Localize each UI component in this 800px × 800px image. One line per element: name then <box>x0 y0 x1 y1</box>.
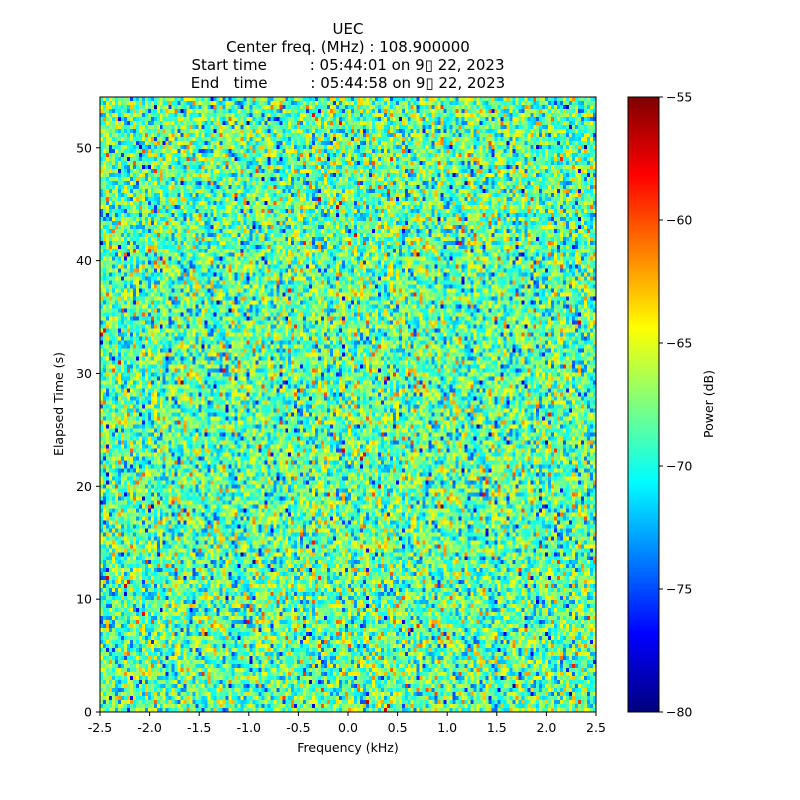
chart-title-line-3: Start time : 05:44:01 on 9▯ 22, 2023 <box>191 56 505 74</box>
x-axis-label: Frequency (kHz) <box>297 740 399 755</box>
colorbar-frame <box>627 96 660 713</box>
colorbar-label: Power (dB) <box>701 370 716 438</box>
x-tick-label: 2.5 <box>586 720 606 735</box>
y-tick-label: 0 <box>84 705 92 720</box>
colorbar-tick-label: −55 <box>666 90 692 105</box>
x-tick-label: 0.0 <box>338 720 358 735</box>
y-tick-label: 20 <box>76 479 92 494</box>
y-axis-label: Elapsed Time (s) <box>51 352 66 456</box>
y-tick-label: 50 <box>76 140 92 155</box>
spectrogram-heatmap <box>100 97 596 712</box>
chart-title-line-2: Center freq. (MHz) : 108.900000 <box>226 38 470 56</box>
colorbar-tick-label: −70 <box>666 459 692 474</box>
x-tick-label: -2.0 <box>137 720 161 735</box>
x-tick-label: -1.5 <box>187 720 211 735</box>
x-tick-label: 1.0 <box>437 720 457 735</box>
chart-title-line-4: End time : 05:44:58 on 9▯ 22, 2023 <box>190 74 506 92</box>
chart-title-line-1: UEC <box>332 20 364 38</box>
colorbar-tick-label: −65 <box>666 336 692 351</box>
x-tick-label: 1.5 <box>487 720 507 735</box>
colorbar-tick-label: −80 <box>666 705 692 720</box>
x-tick-label: -1.0 <box>237 720 261 735</box>
plot-frame <box>99 96 597 713</box>
colorbar-tick-label: −75 <box>666 582 692 597</box>
colorbar-gradient <box>628 97 659 712</box>
y-tick-label: 40 <box>76 253 92 268</box>
x-tick-label: 0.5 <box>388 720 408 735</box>
x-tick-label: -0.5 <box>286 720 310 735</box>
x-tick-label: 2.0 <box>536 720 556 735</box>
y-tick-label: 10 <box>76 592 92 607</box>
y-tick-label: 30 <box>76 366 92 381</box>
x-tick-label: -2.5 <box>88 720 112 735</box>
colorbar-tick-label: −60 <box>666 213 692 228</box>
